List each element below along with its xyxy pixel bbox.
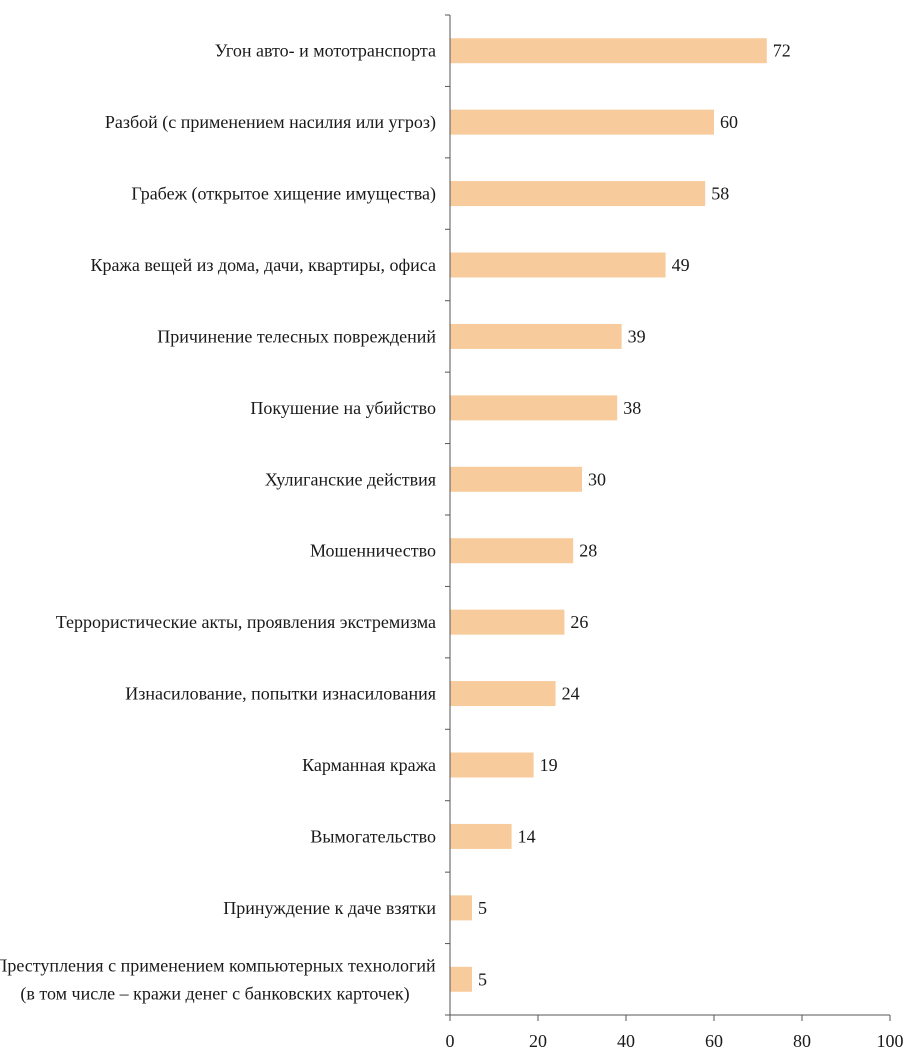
data-label: 58 [711,184,729,204]
data-label: 38 [623,398,641,418]
bar [450,323,622,349]
x-tick-label: 80 [793,1031,811,1051]
data-label: 5 [478,898,487,918]
category-label: Карманная кража [302,755,436,775]
category-label: Мошенничество [310,541,436,561]
bar [450,752,534,778]
category-label: Угон авто- и мототранспорта [215,41,436,61]
bar [450,681,556,707]
bar [450,895,472,921]
category-label: Вымогательство [310,826,436,846]
bar [450,966,472,992]
category-label: Хулиганские действия [265,469,436,489]
bar [450,252,666,278]
bar [450,466,582,492]
x-tick-label: 60 [705,1031,723,1051]
category-label: Разбой (с применением насилия или угроз) [105,112,436,133]
data-label: 49 [672,255,690,275]
category-label: Кража вещей из дома, дачи, квартиры, офи… [90,255,436,275]
category-label: Изнасилование, попытки изнасилования [125,684,436,704]
category-label: Террористические акты, проявления экстре… [56,612,436,632]
category-label: Причинение телесных повреждений [157,326,436,346]
data-label: 72 [773,41,791,61]
bar [450,609,565,635]
data-label: 19 [540,755,558,775]
bar [450,38,767,64]
data-label: 39 [628,326,646,346]
bar [450,395,618,421]
category-label: Покушение на убийство [250,398,436,418]
x-tick-label: 20 [529,1031,547,1051]
bar [450,823,512,849]
bar [450,181,706,207]
data-label: 60 [720,112,738,132]
data-label: 14 [518,826,536,846]
category-label: Преступления с применением компьютерных … [0,955,436,975]
category-label: Принуждение к даче взятки [223,898,436,918]
data-label: 5 [478,969,487,989]
data-label: 24 [562,684,580,704]
data-label: 28 [579,541,597,561]
category-label: Грабеж (открытое хищение имущества) [131,184,436,205]
bar [450,109,714,135]
x-tick-label: 0 [446,1031,455,1051]
x-tick-label: 40 [617,1031,635,1051]
bar [450,538,574,564]
x-tick-label: 100 [877,1031,904,1051]
data-label: 30 [588,469,606,489]
data-label: 26 [570,612,588,632]
category-label: (в том числе – кражи денег с банковских … [20,983,409,1004]
